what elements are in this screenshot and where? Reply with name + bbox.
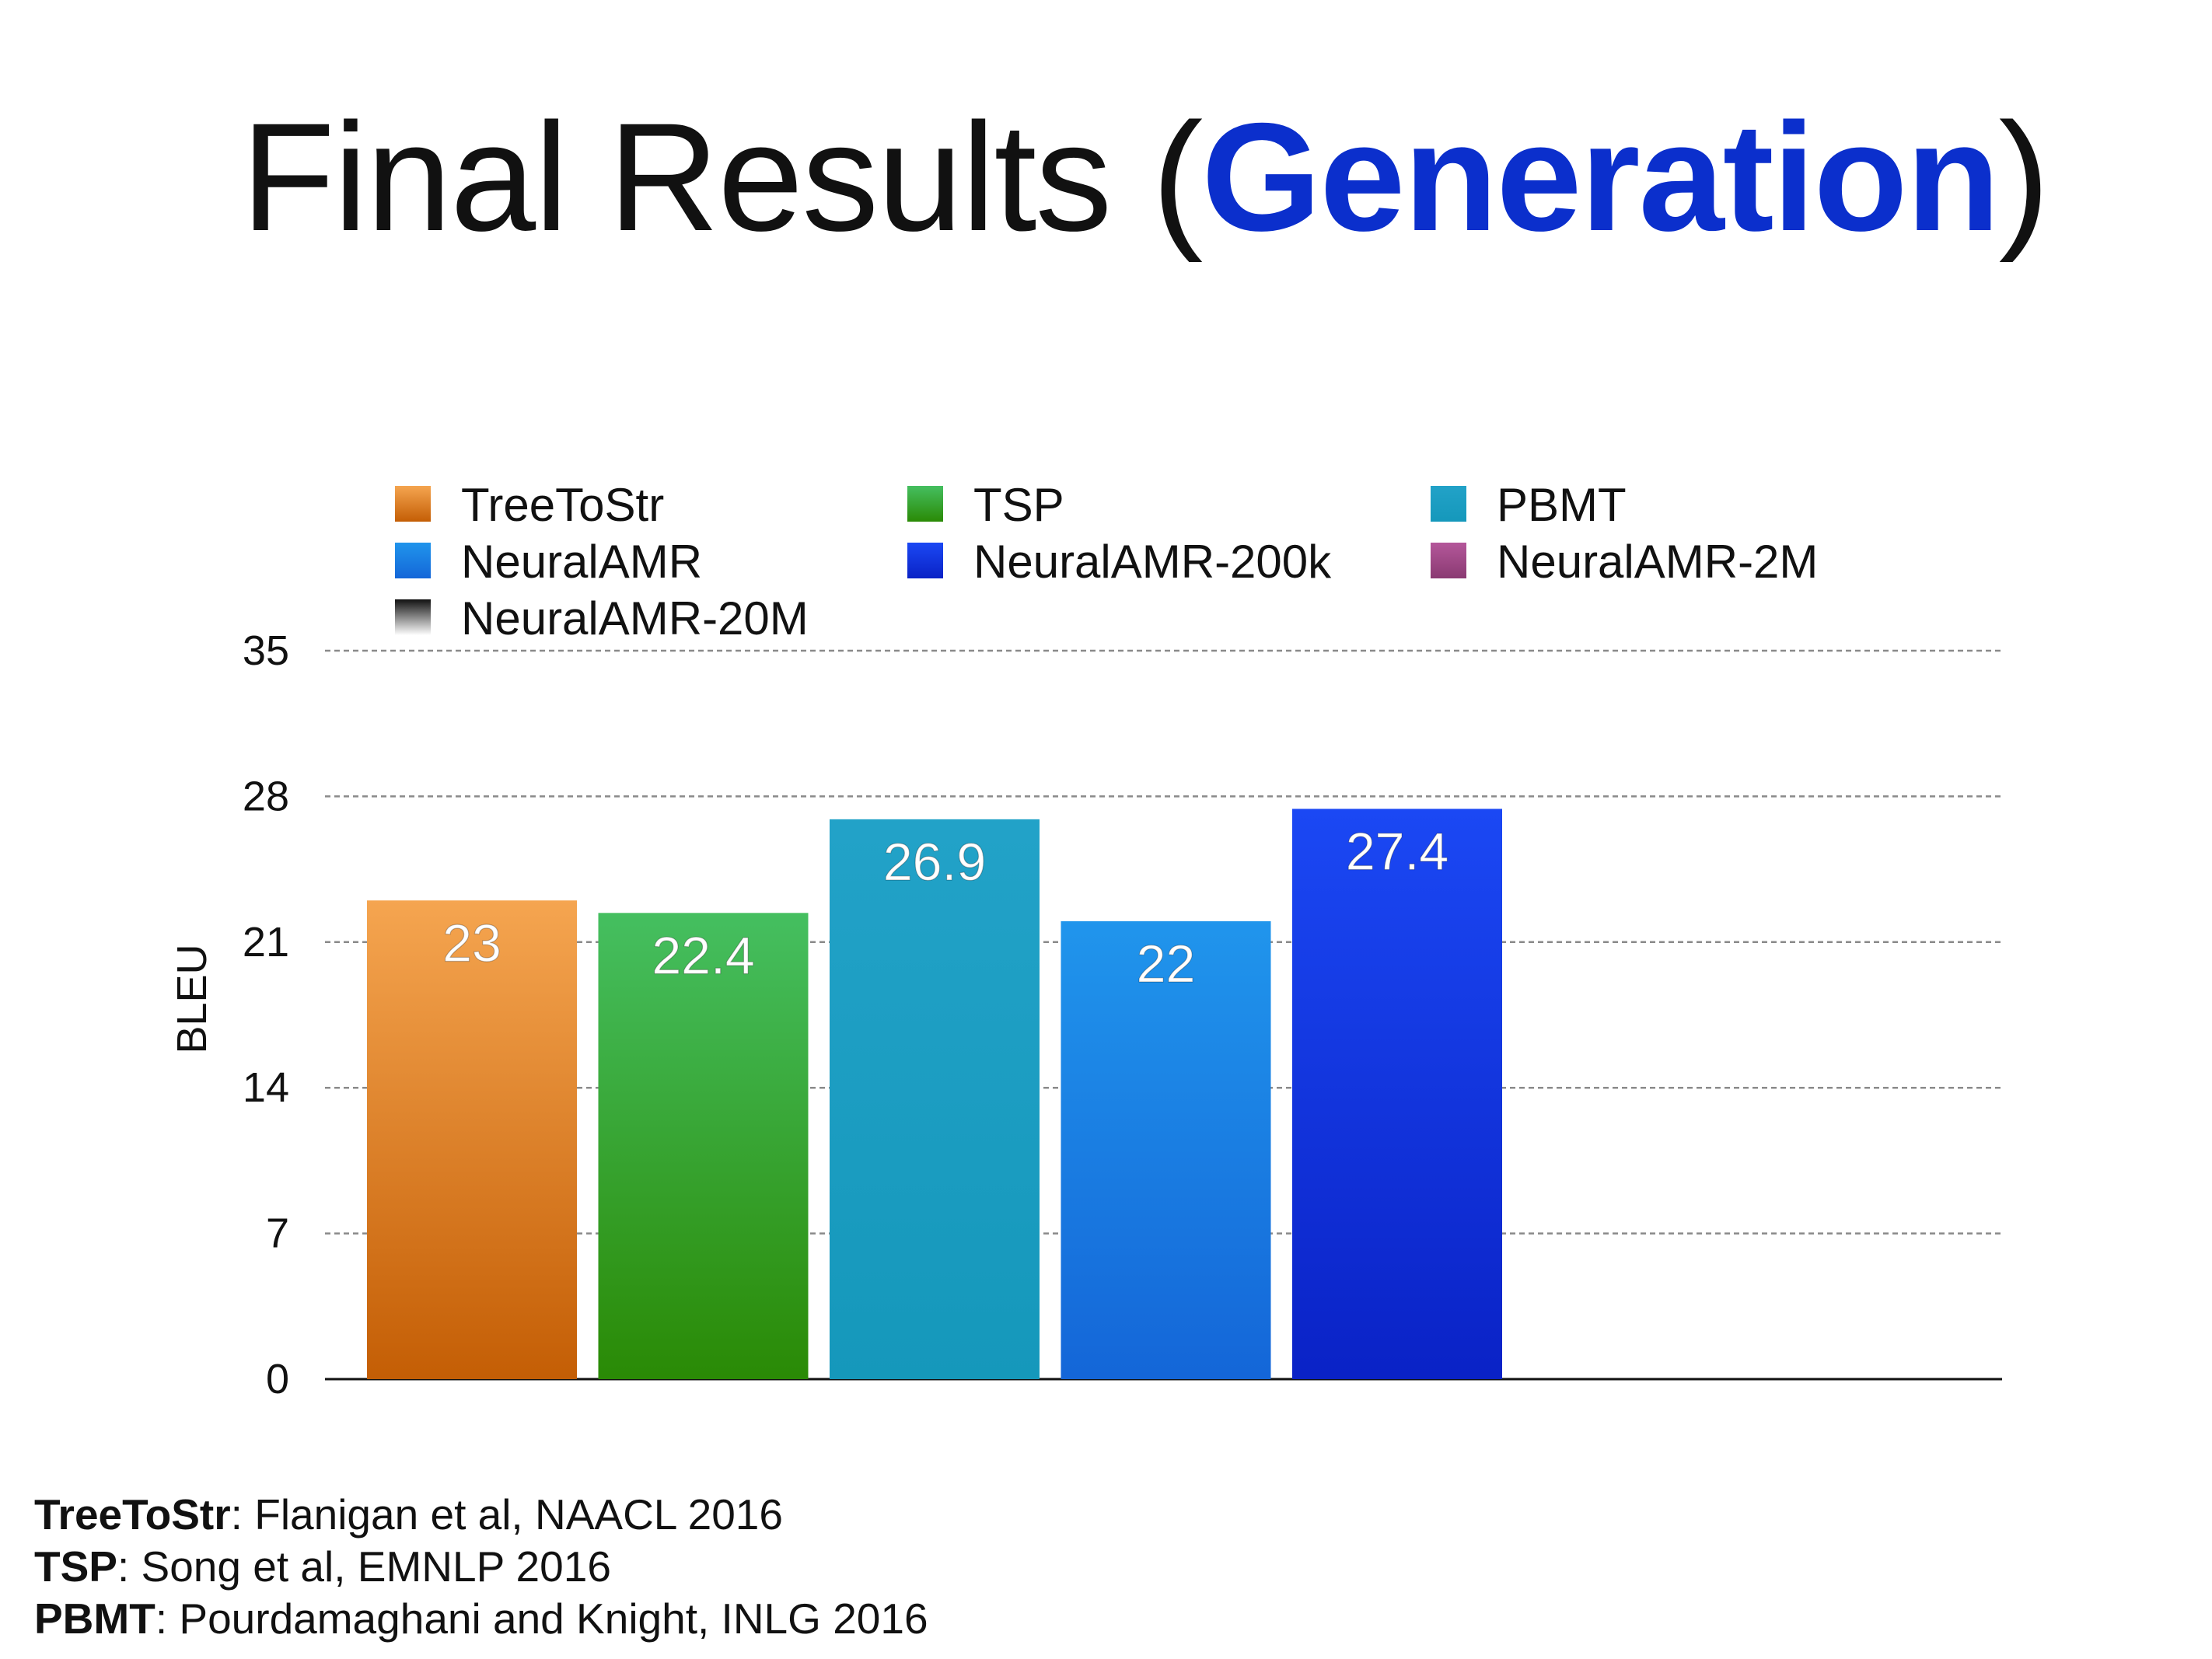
slide-title: Final Results (Generation) xyxy=(241,91,2050,263)
legend: TreeToStr TSP PBMT NeuralAMR NeuralAMR-200k N… xyxy=(395,479,1818,644)
title-suffix: ) xyxy=(1998,91,2050,263)
legend-label: TreeToStr xyxy=(461,479,664,531)
references: TreeToStr: Flanigan et al, NAACL 2016 TS… xyxy=(34,1489,928,1645)
legend-label: NeuralAMR-200k xyxy=(973,536,1332,588)
bar xyxy=(1061,921,1271,1379)
bar xyxy=(830,819,1040,1379)
legend-swatch xyxy=(395,599,431,635)
reference-line: PBMT: Pourdamaghani and Knight, INLG 201… xyxy=(34,1593,928,1645)
legend-swatch xyxy=(1431,486,1466,522)
y-tick-label: 28 xyxy=(243,773,289,819)
bar xyxy=(367,900,577,1379)
bar xyxy=(598,913,809,1379)
reference-system: TSP xyxy=(34,1542,117,1591)
legend-label: TSP xyxy=(973,479,1064,531)
y-axis-label: BLEU xyxy=(169,944,215,1053)
bar-value-label: 22 xyxy=(1137,934,1196,994)
bar-value-label: 27.4 xyxy=(1346,822,1448,881)
bar-value-label: 23 xyxy=(442,913,501,973)
y-tick-label: 21 xyxy=(243,919,289,966)
legend-swatch xyxy=(395,543,431,578)
y-tick-label: 35 xyxy=(243,627,289,674)
reference-citation: : Pourdamaghani and Knight, INLG 2016 xyxy=(155,1594,928,1643)
legend-label: NeuralAMR xyxy=(461,536,702,588)
reference-line: TSP: Song et al, EMNLP 2016 xyxy=(34,1541,928,1593)
title-accent: Generation xyxy=(1201,91,2000,263)
reference-line: TreeToStr: Flanigan et al, NAACL 2016 xyxy=(34,1489,928,1541)
bar-value-label: 22.4 xyxy=(652,926,754,985)
bars xyxy=(367,809,1502,1379)
legend-swatch xyxy=(1431,543,1466,578)
legend-label: PBMT xyxy=(1497,479,1627,531)
legend-swatch xyxy=(907,543,943,578)
y-tick-labels: 0 7 14 21 28 35 xyxy=(243,627,289,1402)
title-prefix: Final Results ( xyxy=(241,91,1203,263)
y-tick-label: 7 xyxy=(266,1210,289,1257)
legend-swatch xyxy=(395,486,431,522)
legend-swatch xyxy=(907,486,943,522)
legend-label: NeuralAMR-2M xyxy=(1497,536,1818,588)
bar-value-labels: 23 22.4 26.9 22 27.4 xyxy=(442,822,1449,994)
bar xyxy=(1292,809,1502,1379)
bar-value-label: 26.9 xyxy=(883,833,986,892)
reference-citation: : Song et al, EMNLP 2016 xyxy=(117,1542,611,1591)
y-tick-label: 14 xyxy=(243,1064,289,1111)
reference-citation: : Flanigan et al, NAACL 2016 xyxy=(230,1490,783,1539)
reference-system: TreeToStr xyxy=(34,1490,231,1539)
legend-label: NeuralAMR-20M xyxy=(461,592,809,644)
reference-system: PBMT xyxy=(34,1594,156,1643)
y-tick-label: 0 xyxy=(266,1356,289,1402)
